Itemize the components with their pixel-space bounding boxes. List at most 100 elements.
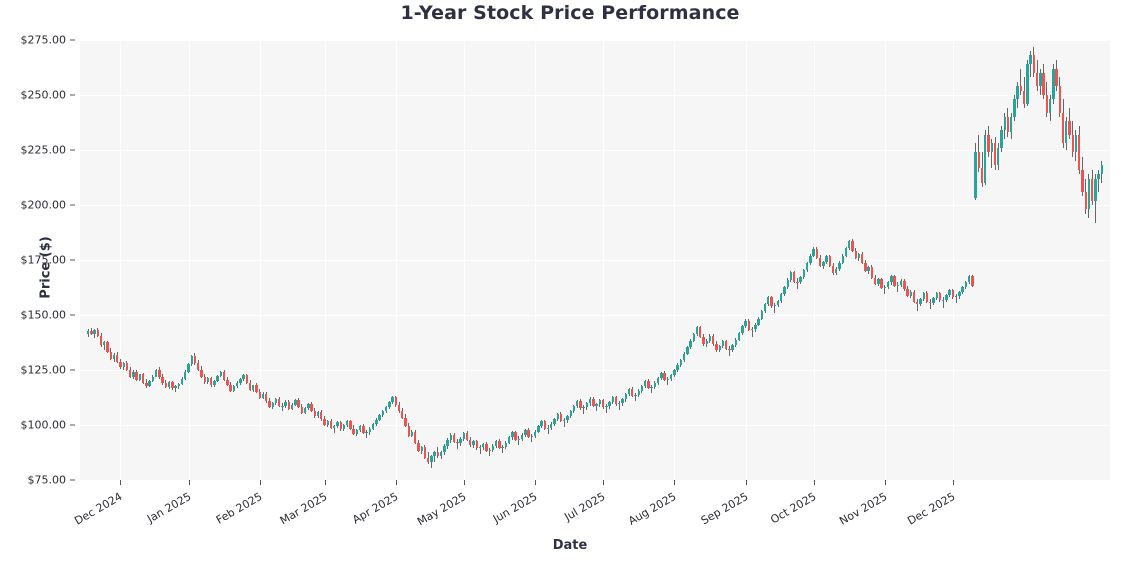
y-tick-label: $250.00 [20,88,67,102]
candle-body-up [122,362,125,368]
candle-body-down [203,376,206,383]
candle-wick [651,384,653,394]
candle-body-down [436,452,440,456]
candle-body-up [540,421,543,427]
x-tick-label: Nov 2025 [837,490,890,528]
candle-body-down [129,370,132,377]
candle-body-down [854,250,857,258]
x-tick-mark [188,480,190,485]
candle-body-up [1097,174,1100,179]
candle-body-down [880,279,883,288]
candle-body-down [469,439,472,446]
candle-wick [502,444,504,454]
candle-body-up [676,364,679,370]
candle-body-up [151,376,155,381]
candle-body-down [485,443,488,451]
candle-body-up [857,253,861,258]
candle-body-down [268,401,271,407]
candle-body-up [997,147,1000,166]
candle-body-up [734,339,738,346]
candle-body-down [792,272,796,282]
candle-wick [596,402,598,411]
candle-body-up [433,452,436,457]
candle-body-up [112,354,116,359]
candle-body-down [925,293,929,302]
candle-wick [531,433,533,443]
candle-body-down [161,377,164,384]
candle-body-up [537,426,540,432]
candle-body-down [222,372,226,380]
candle-body-up [763,304,767,312]
candle-body-up [935,293,938,299]
candle-body-down [815,248,819,258]
candle-body-down [475,441,478,449]
candle-body-down [514,432,517,440]
candle-body-down [452,434,456,442]
x-axis-label: Date [552,538,588,553]
candle-body-down [141,374,145,383]
candle-wick [1030,51,1032,78]
candle-body-down [96,330,99,336]
candle-body-down [929,301,932,303]
candle-body-up [689,340,692,348]
candle-body-down [592,398,595,406]
candle-body-up [618,403,621,405]
candle-body-down [135,371,138,380]
candle-body-up [430,456,433,463]
candle-body-down [543,421,546,429]
candle-body-down [339,422,342,430]
candle-body-down [1006,117,1010,133]
candle-body-up [274,399,278,403]
candle-body-up [941,299,945,301]
candle-body-up [290,404,294,409]
candle-body-up [595,404,598,406]
candle-body-up [961,287,964,293]
candle-body-up [478,447,482,449]
candle-body-up [679,359,683,365]
gridline-vertical [188,40,190,480]
candle-body-up [909,291,912,296]
gridline-vertical [324,40,326,480]
candle-body-up [384,407,388,412]
candle-wick [103,340,105,351]
candle-wick [929,298,931,310]
candle-body-up [103,342,106,346]
candle-body-up [167,382,171,388]
candle-body-down [297,399,300,407]
candle-body-up [556,414,559,419]
y-tick-label: $150.00 [20,308,67,322]
candle-body-down [851,241,854,251]
candle-wick [667,377,669,386]
candle-body-down [818,257,822,267]
candle-body-up [504,442,508,447]
candle-body-down [951,290,955,298]
candle-body-down [352,428,355,434]
candle-body-up [378,415,381,420]
x-tick-label: Jan 2025 [144,490,193,526]
candle-wick [175,385,177,392]
candle-body-up [624,394,627,400]
candle-wick [897,282,899,293]
x-tick-mark [395,480,397,485]
candle-body-up [365,432,368,434]
candle-body-up [242,375,245,380]
candle-body-down [414,431,417,443]
candle-wick [955,294,957,303]
candle-body-up [524,429,527,435]
candle-body-up [919,299,922,304]
candle-body-up [945,295,948,300]
candle-body-up [261,393,265,398]
y-tick-mark [70,259,75,261]
candle-body-up [640,385,644,391]
candle-body-up [974,152,977,199]
candle-wick [774,303,776,314]
candle-body-up [472,441,475,446]
candle-body-up [180,378,184,385]
candle-wick [751,326,753,337]
candle-body-down [209,378,213,386]
x-tick-mark [745,480,747,485]
candle-body-up [783,286,786,294]
candle-body-up [132,371,135,377]
candle-body-up [899,280,903,285]
candle-body-down [527,429,530,437]
